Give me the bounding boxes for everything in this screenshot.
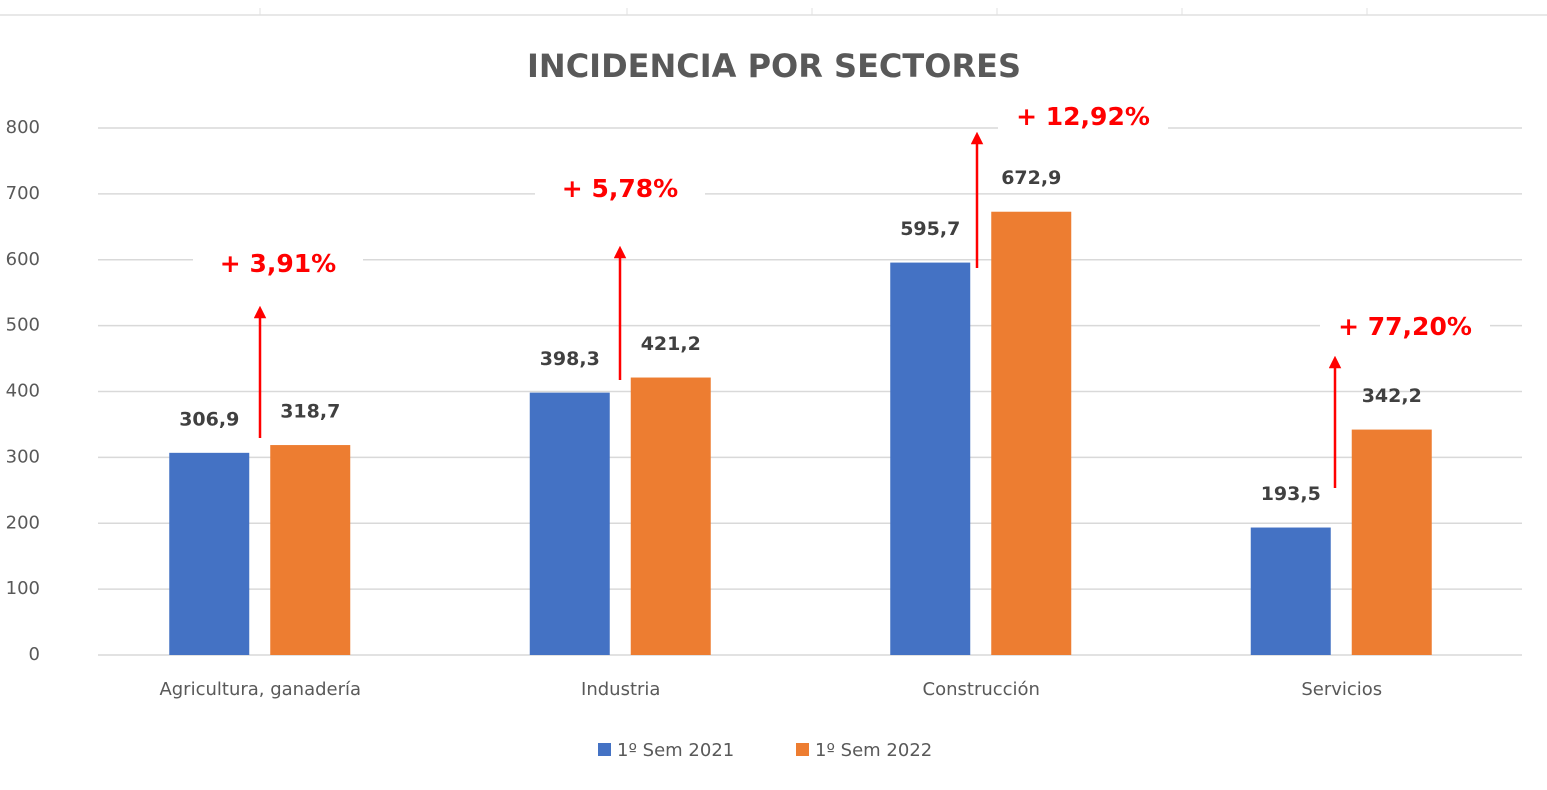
sheet-border [0, 8, 1547, 16]
annotation-bg [535, 172, 705, 208]
y-tick-label: 600 [6, 249, 40, 270]
bar [1351, 429, 1432, 655]
annotation-bg [998, 100, 1168, 136]
legend-label: 1º Sem 2022 [815, 740, 932, 761]
annotation-bg [1320, 310, 1490, 346]
chart-title: INCIDENCIA POR SECTORES [527, 47, 1021, 85]
x-tick-label: Construcción [923, 679, 1040, 700]
value-label: 318,7 [280, 401, 340, 423]
value-label: 193,5 [1261, 483, 1321, 505]
x-tick-label: Servicios [1301, 679, 1382, 700]
y-tick-label: 0 [29, 644, 40, 665]
value-label: 672,9 [1001, 167, 1061, 189]
legend-swatch [796, 743, 809, 756]
legend-label: 1º Sem 2021 [617, 740, 734, 761]
annotation: + 12,92% [1016, 102, 1150, 131]
y-tick-label: 300 [6, 446, 40, 467]
legend-swatch [598, 743, 611, 756]
x-tick-label: Industria [581, 679, 660, 700]
bar [890, 262, 971, 655]
value-label: 398,3 [540, 348, 600, 370]
y-tick-label: 700 [6, 183, 40, 204]
x-tick-label: Agricultura, ganadería [159, 679, 361, 700]
annotation: + 3,91% [220, 249, 336, 278]
annotation: + 77,20% [1338, 312, 1472, 341]
y-tick-label: 800 [6, 117, 40, 138]
bar [630, 377, 711, 655]
value-label: 306,9 [179, 408, 239, 430]
legend: 1º Sem 2021 1º Sem 2022 [598, 740, 932, 761]
y-tick-label: 500 [6, 315, 40, 336]
value-label: 421,2 [641, 333, 701, 355]
value-label: 342,2 [1362, 385, 1422, 407]
bar [270, 445, 351, 655]
y-tick-label: 100 [6, 578, 40, 599]
y-tick-label: 400 [6, 381, 40, 402]
bar [529, 392, 610, 655]
bar [991, 211, 1072, 656]
y-tick-label: 200 [6, 512, 40, 533]
bar [1250, 527, 1331, 655]
bar [169, 452, 250, 655]
annotation: + 5,78% [562, 174, 678, 203]
annotation-bg [193, 247, 363, 283]
value-label: 595,7 [900, 218, 960, 240]
